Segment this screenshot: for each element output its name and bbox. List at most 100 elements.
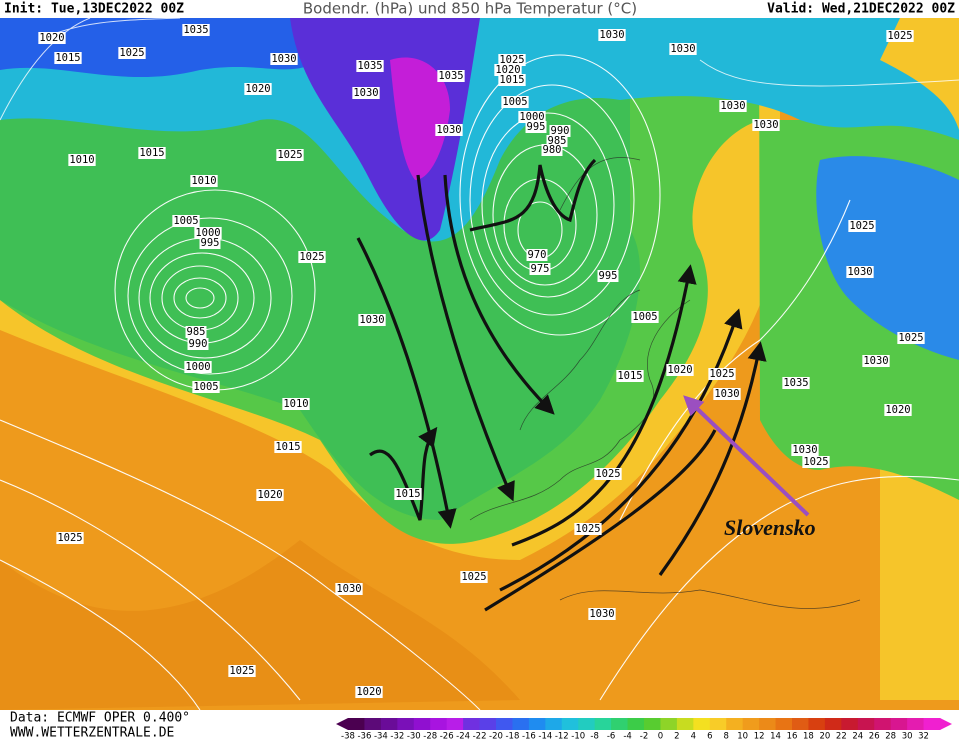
pressure-label: 990 bbox=[189, 338, 208, 350]
pressure-label: 1005 bbox=[502, 96, 527, 108]
pressure-label: 995 bbox=[527, 121, 546, 133]
scale-swatch bbox=[808, 718, 826, 730]
pressure-label: 1025 bbox=[803, 456, 828, 468]
scale-label: 8 bbox=[724, 732, 729, 741]
scale-label: 26 bbox=[869, 732, 880, 741]
pressure-label-bg bbox=[719, 100, 747, 112]
pressure-label-bg bbox=[594, 468, 622, 480]
scale-label: 4 bbox=[691, 732, 696, 741]
pressure-label: 1000 bbox=[185, 361, 210, 373]
pressure-label: 1010 bbox=[191, 175, 216, 187]
pressure-label-bg bbox=[884, 404, 912, 416]
pressure-label: 1030 bbox=[359, 314, 384, 326]
scale-label: -38 bbox=[341, 732, 355, 741]
pressure-label-bg bbox=[897, 332, 925, 344]
pressure-label-bg bbox=[192, 381, 220, 393]
pressure-label-bg bbox=[335, 583, 363, 595]
pressure-label: 1025 bbox=[461, 571, 486, 583]
scale-swatch bbox=[413, 718, 431, 730]
header-bar bbox=[0, 0, 959, 18]
pressure-label: 1030 bbox=[436, 124, 461, 136]
coastlines bbox=[469, 157, 861, 609]
scale-swatch bbox=[430, 718, 448, 730]
pressure-label: 1015 bbox=[395, 488, 420, 500]
scale-label: -14 bbox=[538, 732, 552, 741]
pressure-label-bg bbox=[298, 251, 326, 263]
scale-swatch bbox=[561, 718, 579, 730]
pressure-label-bg bbox=[708, 368, 736, 380]
scale-label: 18 bbox=[803, 732, 814, 741]
data-source: Data: ECMWF OPER 0.400° bbox=[10, 711, 190, 726]
pressure-label-bg bbox=[394, 488, 422, 500]
pressure-label-bg bbox=[862, 355, 890, 367]
pressure-label: 1035 bbox=[438, 70, 463, 82]
pressure-label-bg bbox=[270, 53, 298, 65]
pressure-label-bg bbox=[518, 111, 546, 123]
pressure-label-bg bbox=[588, 608, 616, 620]
scale-label: 22 bbox=[836, 732, 847, 741]
pressure-label-bg bbox=[494, 64, 522, 76]
pressure-label-bg bbox=[846, 266, 874, 278]
pressure-label-bg bbox=[752, 119, 780, 131]
scale-swatch bbox=[726, 718, 744, 730]
pressure-label: 1030 bbox=[336, 583, 361, 595]
pressure-label-bg bbox=[282, 398, 310, 410]
scale-label: -2 bbox=[640, 732, 648, 741]
scale-swatch bbox=[594, 718, 612, 730]
pressure-label-bg bbox=[498, 74, 526, 86]
pressure-label: 995 bbox=[599, 270, 618, 282]
pressure-label-bg bbox=[598, 29, 626, 41]
scale-label: -34 bbox=[374, 732, 388, 741]
pressure-label: 1030 bbox=[720, 100, 745, 112]
scale-label: -26 bbox=[440, 732, 454, 741]
map-background bbox=[0, 18, 959, 710]
pressure-label: 1035 bbox=[183, 24, 208, 36]
pressure-label: 990 bbox=[551, 125, 570, 137]
pressure-label: 1020 bbox=[495, 64, 520, 76]
valid-text: Valid: Wed,21DEC2022 00Z bbox=[767, 2, 955, 17]
scale-swatch bbox=[545, 718, 563, 730]
pressure-label-bg bbox=[187, 338, 209, 350]
pressure-label-bg bbox=[358, 314, 386, 326]
scale-swatch bbox=[824, 718, 842, 730]
pressure-label-bg bbox=[228, 665, 256, 677]
scale-swatch bbox=[348, 718, 365, 730]
pressure-label: 1005 bbox=[632, 311, 657, 323]
pressure-label-bg bbox=[244, 83, 272, 95]
scale-swatch bbox=[676, 718, 694, 730]
pressure-label: 1005 bbox=[193, 381, 218, 393]
scale-swatch bbox=[775, 718, 793, 730]
pressure-label-bg bbox=[190, 175, 218, 187]
scale-label: -6 bbox=[607, 732, 615, 741]
pressure-label-bg bbox=[274, 441, 302, 453]
scale-swatch bbox=[841, 718, 859, 730]
pressure-label: 1030 bbox=[714, 388, 739, 400]
scale-swatch bbox=[759, 718, 777, 730]
pressure-label-bg bbox=[529, 263, 551, 275]
pressure-label-bg bbox=[184, 361, 212, 373]
scale-swatch bbox=[660, 718, 678, 730]
pressure-label-bg bbox=[525, 121, 547, 133]
slovensko-label: Slovensko bbox=[724, 515, 816, 540]
scale-swatch bbox=[397, 718, 415, 730]
pressure-label: 1010 bbox=[283, 398, 308, 410]
pressure-label: 1025 bbox=[499, 54, 524, 66]
scale-label: -30 bbox=[407, 732, 421, 741]
pressure-label-bg bbox=[56, 532, 84, 544]
scale-swatch bbox=[874, 718, 892, 730]
pressure-label: 1030 bbox=[847, 266, 872, 278]
scale-label: -18 bbox=[505, 732, 519, 741]
pressure-label: 1035 bbox=[357, 60, 382, 72]
pressure-label: 1025 bbox=[57, 532, 82, 544]
scale-swatch bbox=[693, 718, 711, 730]
pressure-label: 1030 bbox=[792, 444, 817, 456]
pressure-label: 1030 bbox=[271, 53, 296, 65]
pressure-label: 1005 bbox=[173, 215, 198, 227]
pressure-label-bg bbox=[713, 388, 741, 400]
pressure-label-bg bbox=[597, 270, 619, 282]
pressure-label-bg bbox=[352, 87, 380, 99]
pressure-label-bg bbox=[54, 52, 82, 64]
pressure-label: 1025 bbox=[898, 332, 923, 344]
pressure-label-bg bbox=[138, 147, 166, 159]
